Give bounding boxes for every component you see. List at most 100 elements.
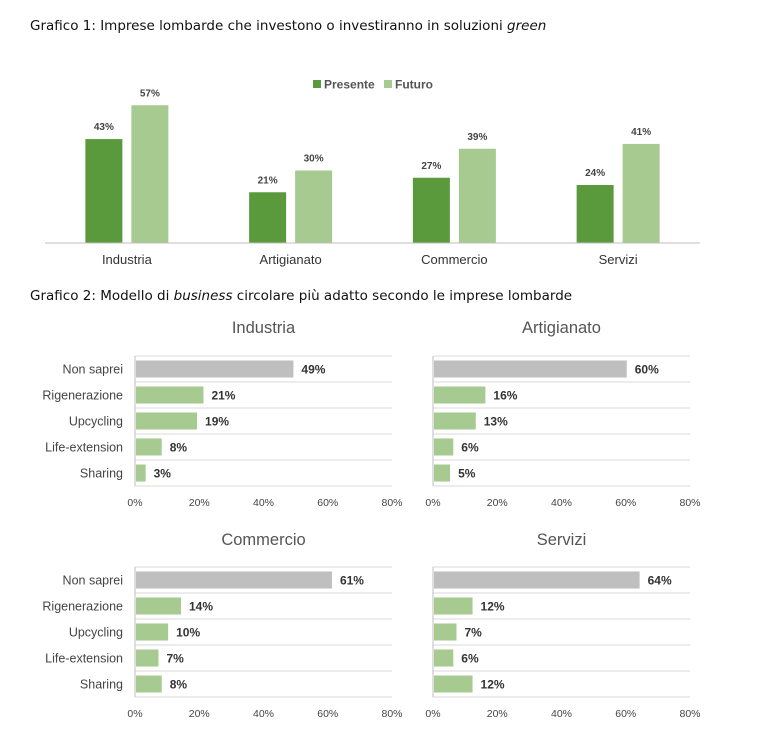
hbar-upcycling <box>434 412 476 430</box>
hbar-rigenerazione <box>136 386 204 404</box>
bar-industria-futuro <box>131 105 169 243</box>
panel-title: Industria <box>232 319 296 337</box>
hbar-non-saprei <box>434 360 627 378</box>
x-tick-label: 40% <box>551 708 572 720</box>
bar-value-label: 21% <box>258 175 278 186</box>
hbar-value-label: 21% <box>211 389 235 403</box>
chart1-caption-italic: green <box>507 18 547 34</box>
x-tick-label: 60% <box>317 708 338 720</box>
hbar-value-label: 6% <box>461 441 479 455</box>
legend-label-futuro: Futuro <box>395 78 433 92</box>
bar-value-label: 43% <box>94 122 114 133</box>
x-tick-label: 40% <box>551 497 572 509</box>
legend-swatch-futuro <box>384 80 392 88</box>
row-label-life-extension: Life-extension <box>45 441 123 455</box>
chart2-caption: Grafico 2: Modello di business circolare… <box>30 288 572 304</box>
hbar-sharing <box>434 675 473 693</box>
hbar-sharing <box>136 675 162 693</box>
hbar-value-label: 16% <box>493 389 517 403</box>
hbar-upcycling <box>136 412 198 430</box>
hbar-value-label: 7% <box>166 652 184 666</box>
chart2-caption-italic: business <box>173 288 233 304</box>
hbar-sharing <box>434 464 451 482</box>
hbar-value-label: 6% <box>461 652 479 666</box>
panel-industria: Industria 49% Non saprei 21% Rigenerazione 19… <box>42 319 402 509</box>
x-tick-label: 0% <box>425 497 440 509</box>
panel-title: Commercio <box>221 531 305 549</box>
hbar-rigenerazione <box>434 597 473 615</box>
x-tick-label: 60% <box>615 708 636 720</box>
hbar-value-label: 8% <box>170 441 188 455</box>
hbar-life-extension <box>136 649 159 667</box>
x-tick-label: 20% <box>487 497 508 509</box>
category-label-industria: Industria <box>102 252 153 267</box>
chart1-caption-text: Grafico 1: Imprese lombarde che investon… <box>30 18 508 34</box>
bar-value-label: 24% <box>585 168 605 179</box>
hbar-value-label: 5% <box>458 467 476 481</box>
hbar-value-label: 3% <box>154 467 172 481</box>
bar-industria-presente <box>85 139 123 243</box>
x-tick-label: 80% <box>381 708 402 720</box>
hbar-value-label: 49% <box>301 363 325 377</box>
panel-title: Servizi <box>537 531 587 549</box>
x-tick-label: 60% <box>317 497 338 509</box>
hbar-value-label: 60% <box>635 363 659 377</box>
row-label-upcycling: Upcycling <box>69 626 123 640</box>
row-label-life-extension: Life-extension <box>45 652 123 666</box>
hbar-value-label: 64% <box>648 574 672 588</box>
hbar-value-label: 7% <box>464 626 482 640</box>
x-tick-label: 0% <box>127 497 142 509</box>
hbar-value-label: 8% <box>170 678 188 692</box>
x-tick-label: 20% <box>189 497 210 509</box>
x-tick-label: 0% <box>425 708 440 720</box>
bar-value-label: 41% <box>631 127 651 138</box>
category-label-commercio: Commercio <box>421 252 487 267</box>
chart1-caption: Grafico 1: Imprese lombarde che investon… <box>30 18 546 34</box>
hbar-upcycling <box>136 623 169 641</box>
row-label-non-saprei: Non saprei <box>63 574 123 588</box>
hbar-non-saprei <box>136 360 294 378</box>
x-tick-label: 40% <box>253 497 274 509</box>
x-tick-label: 40% <box>253 708 274 720</box>
row-label-sharing: Sharing <box>80 678 123 692</box>
x-tick-label: 20% <box>487 708 508 720</box>
hbar-sharing <box>136 464 146 482</box>
row-label-sharing: Sharing <box>80 467 123 481</box>
hbar-life-extension <box>434 438 454 456</box>
x-tick-label: 80% <box>679 497 700 509</box>
hbar-value-label: 12% <box>481 600 505 614</box>
bar-artigianato-presente <box>249 192 287 243</box>
hbar-value-label: 19% <box>205 415 229 429</box>
legend-label-presente: Presente <box>324 78 375 92</box>
panel-commercio: Commercio 61% Non saprei 14% Rigenerazione 10… <box>42 531 402 720</box>
bar-value-label: 27% <box>421 161 441 172</box>
chart2-caption-suffix: circolare più adatto secondo le imprese … <box>232 288 573 304</box>
x-tick-label: 20% <box>189 708 210 720</box>
bar-servizi-futuro <box>622 143 660 243</box>
x-tick-label: 80% <box>381 497 402 509</box>
row-label-non-saprei: Non saprei <box>63 363 123 377</box>
bar-value-label: 30% <box>304 154 324 165</box>
row-label-rigenerazione: Rigenerazione <box>42 389 123 403</box>
bar-servizi-presente <box>576 185 614 243</box>
row-label-upcycling: Upcycling <box>69 415 123 429</box>
hbar-value-label: 61% <box>340 574 364 588</box>
hbar-value-label: 13% <box>484 415 508 429</box>
hbar-life-extension <box>136 438 162 456</box>
chart2-caption-text: Grafico 2: Modello di <box>30 288 174 304</box>
bar-commercio-presente <box>412 177 450 243</box>
hbar-upcycling <box>434 623 457 641</box>
x-tick-label: 60% <box>615 497 636 509</box>
panel-title: Artigianato <box>522 319 601 337</box>
category-label-servizi: Servizi <box>599 252 638 267</box>
x-tick-label: 80% <box>679 708 700 720</box>
x-tick-label: 0% <box>127 708 142 720</box>
chart1-vertical-bars: Presente Futuro 43% 57% Industria 21% 30% Artig… <box>45 78 700 267</box>
bar-commercio-futuro <box>458 148 496 243</box>
panel-artigianato: Artigianato 60% 16% 13% 6% 5% 0% 20% 40% 60% 80% <box>425 319 700 509</box>
bar-value-label: 39% <box>467 132 487 143</box>
bar-value-label: 57% <box>140 88 160 99</box>
bar-artigianato-futuro <box>295 170 333 243</box>
hbar-value-label: 12% <box>481 678 505 692</box>
